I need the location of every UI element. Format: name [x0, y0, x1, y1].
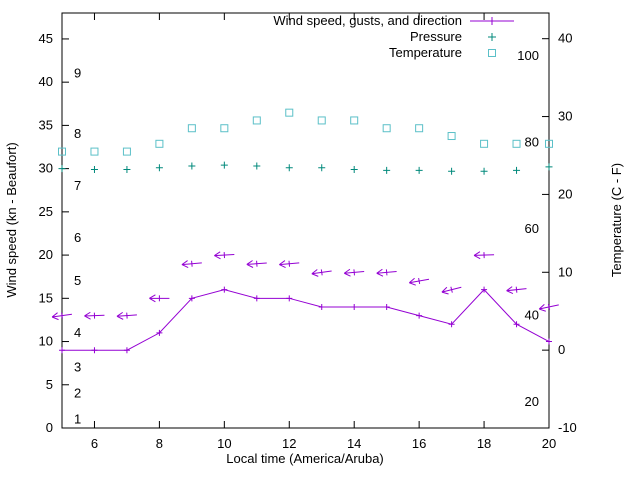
series-temperature: [58, 108, 553, 156]
y-left-tick-label: 45: [39, 31, 53, 46]
x-tick-label: 18: [477, 436, 491, 451]
beaufort-label: 5: [74, 273, 81, 288]
x-tick-label: 10: [217, 436, 231, 451]
x-tick-label: 8: [156, 436, 163, 451]
y-left-tick-label: 25: [39, 204, 53, 219]
gust-arrow: [84, 311, 105, 320]
gust-arrow: [343, 268, 365, 277]
series-pressure: [58, 161, 553, 175]
beaufort-label: 2: [74, 385, 81, 400]
gust-arrow: [279, 260, 300, 269]
temperature-marker: [285, 108, 294, 117]
legend-sample-wind: [470, 17, 514, 25]
temperature-marker: [155, 139, 164, 148]
temperature-marker: [252, 116, 261, 125]
gust-arrow: [473, 251, 495, 260]
x-tick-label: 16: [412, 436, 426, 451]
y-right-tick-label: 0: [558, 342, 565, 357]
beaufort-label: 7: [74, 178, 81, 193]
temperature-marker: [187, 124, 196, 133]
y-left-tick-label: 20: [39, 247, 53, 262]
gust-arrow: [506, 286, 527, 295]
temperature-marker: [122, 147, 131, 156]
fahrenheit-label: 20: [525, 394, 539, 409]
y-left-tick-label: 0: [46, 420, 53, 435]
beaufort-label: 8: [74, 126, 81, 141]
beaufort-label: 1: [74, 411, 81, 426]
gust-arrow: [181, 260, 202, 269]
temperature-marker: [220, 124, 229, 133]
y-right-tick-label: 10: [558, 264, 572, 279]
x-tick-label: 6: [91, 436, 98, 451]
y-left-tick-label: 15: [39, 290, 53, 305]
y-right-tick-label: 40: [558, 31, 572, 46]
chart-dynamic-layer: 6 8 10 12 14 16 18 20051015202530354045-1001020…: [39, 12, 577, 451]
temperature-marker: [382, 124, 391, 133]
gust-arrow: [214, 251, 235, 260]
temperature-marker: [350, 116, 359, 125]
y-left-tick-label: 5: [46, 377, 53, 392]
gust-arrow: [408, 277, 430, 286]
x-tick-label: 12: [282, 436, 296, 451]
y-right-axis-title: Temperature (C - F): [609, 163, 624, 277]
gust-arrow: [311, 269, 332, 277]
gust-arrow: [149, 294, 170, 303]
gust-arrow: [116, 311, 137, 320]
y-right-tick-label: 20: [558, 186, 572, 201]
y-left-tick-label: 10: [39, 334, 53, 349]
temperature-marker: [447, 132, 456, 141]
y-left-tick-label: 40: [39, 74, 53, 89]
beaufort-label: 4: [74, 325, 81, 340]
x-tick-label: 14: [347, 436, 361, 451]
fahrenheit-label: 80: [525, 135, 539, 150]
legend-sample-temperature: [488, 49, 496, 57]
legend-label-wind: Wind speed, gusts, and direction: [273, 13, 462, 28]
temperature-marker: [90, 147, 99, 156]
fahrenheit-label: 40: [525, 308, 539, 323]
gust-arrow: [441, 286, 462, 295]
beaufort-label: 9: [74, 66, 81, 81]
fahrenheit-label: 100: [517, 48, 539, 63]
fahrenheit-label: 60: [525, 221, 539, 236]
temperature-marker: [545, 139, 553, 148]
plot-border: [61, 12, 550, 429]
x-tick-label: 20: [542, 436, 556, 451]
temperature-marker: [512, 139, 521, 148]
y-left-tick-label: 30: [39, 161, 53, 176]
y-left-axis-title: Wind speed (kn - Beaufort): [4, 142, 19, 297]
gust-arrow: [538, 303, 559, 312]
legend-label-temperature: Temperature: [389, 45, 462, 60]
y-right-tick-label: -10: [558, 420, 577, 435]
y-left-tick-label: 35: [39, 117, 53, 132]
y-right-tick-label: 30: [558, 109, 572, 124]
temperature-marker: [58, 147, 66, 156]
series-gust-direction-arrows: [51, 251, 559, 321]
gust-arrow: [376, 268, 397, 277]
legend-label-pressure: Pressure: [410, 29, 462, 44]
gust-arrow: [246, 260, 267, 268]
series-wind-speed-line: [59, 286, 552, 354]
beaufort-label: 6: [74, 230, 81, 245]
gust-arrow: [51, 312, 72, 321]
legend-sample-pressure: [488, 33, 496, 41]
temperature-marker: [480, 139, 489, 148]
temperature-marker: [415, 124, 424, 133]
beaufort-label: 3: [74, 359, 81, 374]
x-axis-title: Local time (America/Aruba): [226, 451, 384, 466]
temperature-marker: [317, 116, 326, 125]
